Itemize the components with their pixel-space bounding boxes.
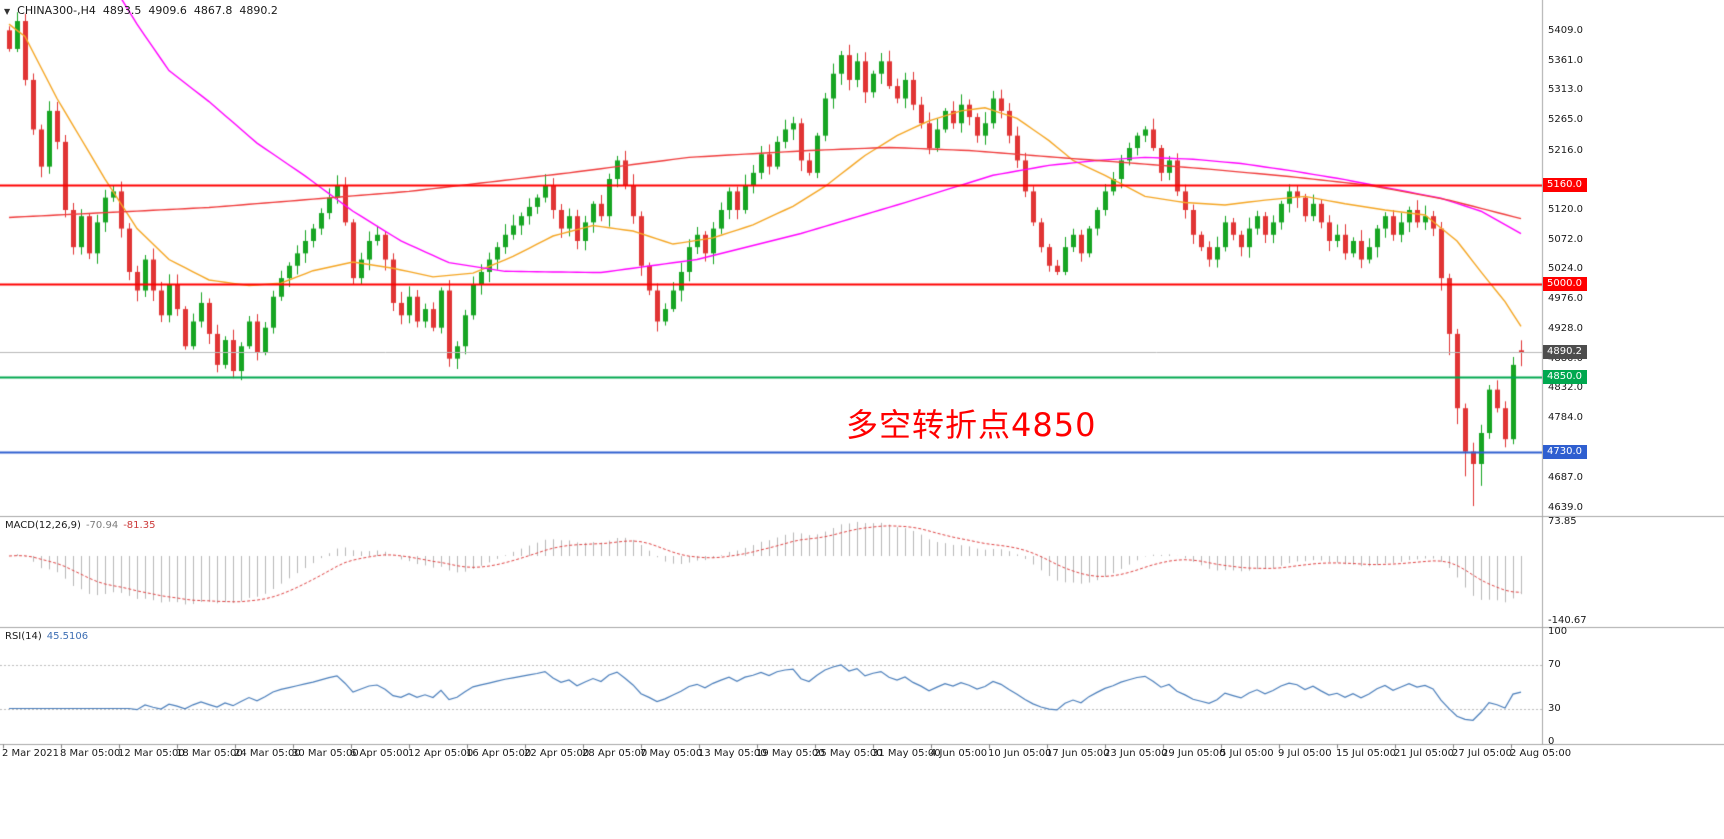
time-axis-label: 31 May 05:00 xyxy=(872,748,941,759)
price-axis-tick: 5265.0 xyxy=(1548,114,1583,126)
time-axis-label: 8 Mar 05:00 xyxy=(60,748,121,759)
ohlc-low: 4867.8 xyxy=(193,4,233,17)
time-axis-label: 7 May 05:00 xyxy=(640,748,703,759)
macd-value-main: -70.94 xyxy=(85,520,119,531)
time-axis-label: 13 May 05:00 xyxy=(698,748,767,759)
time-axis-label: 12 Mar 05:00 xyxy=(118,748,185,759)
macd-indicator-label: MACD(12,26,9) -70.94 -81.35 xyxy=(5,520,160,531)
rsi-axis-tick: 100 xyxy=(1548,626,1568,637)
macd-value-signal: -81.35 xyxy=(123,520,156,531)
price-axis-tick: 4784.0 xyxy=(1548,412,1583,424)
price-line-label: 4890.2 xyxy=(1543,345,1587,359)
price-line-label: 5160.0 xyxy=(1543,178,1587,192)
symbol-name: CHINA300-,H4 xyxy=(17,4,96,17)
price-axis-tick: 4687.0 xyxy=(1548,472,1583,484)
time-axis-label: 22 Apr 05:00 xyxy=(524,748,590,759)
rsi-axis-tick: 70 xyxy=(1548,659,1561,670)
rsi-label: RSI(14) xyxy=(5,631,42,642)
price-axis-tick: 4976.0 xyxy=(1548,293,1583,305)
time-axis-label: 10 Jun 05:00 xyxy=(988,748,1052,759)
time-axis-label: 12 Apr 05:00 xyxy=(408,748,474,759)
ohlc-open: 4893.5 xyxy=(102,4,142,17)
price-axis-tick: 5120.0 xyxy=(1548,203,1583,215)
price-axis-tick: 4928.0 xyxy=(1548,322,1583,334)
time-axis-label: 16 Apr 05:00 xyxy=(466,748,532,759)
time-axis-label: 19 May 05:00 xyxy=(756,748,825,759)
price-axis-tick: 5409.0 xyxy=(1548,24,1583,36)
time-axis-label: 23 Jun 05:00 xyxy=(1104,748,1168,759)
time-axis-label: 2 Mar 2021 xyxy=(2,748,60,759)
time-axis-label: 30 Mar 05:00 xyxy=(292,748,359,759)
ohlc-close: 4890.2 xyxy=(239,4,278,17)
rsi-axis-tick: 0 xyxy=(1548,736,1555,747)
rsi-value: 45.5106 xyxy=(46,631,89,642)
time-axis-label: 2 Aug 05:00 xyxy=(1510,748,1572,759)
price-line-label: 5000.0 xyxy=(1543,277,1587,291)
time-axis-label: 21 Jul 05:00 xyxy=(1394,748,1454,759)
price-axis-tick: 5361.0 xyxy=(1548,54,1583,66)
symbol-info: ▼ CHINA300-,H4 4893.5 4909.6 4867.8 4890.2 xyxy=(4,4,285,17)
time-axis-label: 4 Jun 05:00 xyxy=(930,748,988,759)
time-axis-label: 6 Apr 05:00 xyxy=(350,748,409,759)
price-line-label: 4730.0 xyxy=(1543,445,1587,459)
time-axis-label: 24 Mar 05:00 xyxy=(234,748,301,759)
macd-label: MACD(12,26,9) xyxy=(5,520,81,531)
ohlc-high: 4909.6 xyxy=(148,4,187,17)
price-axis-tick: 5072.0 xyxy=(1548,233,1583,245)
price-line-label: 4850.0 xyxy=(1543,370,1587,384)
time-axis-label: 29 Jun 05:00 xyxy=(1162,748,1226,759)
price-axis-tick: 4639.0 xyxy=(1548,501,1583,513)
time-axis-label: 25 May 05:00 xyxy=(814,748,883,759)
rsi-axis-tick: 30 xyxy=(1548,703,1561,714)
price-axis-tick: 4832.0 xyxy=(1548,382,1583,394)
symbol-dropdown-icon[interactable]: ▼ xyxy=(4,7,11,16)
price-axis-tick: 5313.0 xyxy=(1548,84,1583,96)
time-axis-label: 17 Jun 05:00 xyxy=(1046,748,1110,759)
time-axis-label: 9 Jul 05:00 xyxy=(1278,748,1332,759)
time-axis-label: 28 Apr 05:00 xyxy=(582,748,648,759)
macd-axis-tick: 73.85 xyxy=(1548,515,1577,527)
price-axis-tick: 5216.0 xyxy=(1548,144,1583,156)
time-axis-label: 15 Jul 05:00 xyxy=(1336,748,1396,759)
rsi-indicator-label: RSI(14) 45.5106 xyxy=(5,631,93,642)
time-axis-label: 5 Jul 05:00 xyxy=(1220,748,1274,759)
price-axis-tick: 5024.0 xyxy=(1548,263,1583,275)
macd-axis-tick: -140.67 xyxy=(1548,614,1587,626)
time-axis-label: 27 Jul 05:00 xyxy=(1452,748,1512,759)
time-axis-label: 18 Mar 05:00 xyxy=(176,748,243,759)
chart-annotation: 多空转折点4850 xyxy=(846,406,1097,444)
